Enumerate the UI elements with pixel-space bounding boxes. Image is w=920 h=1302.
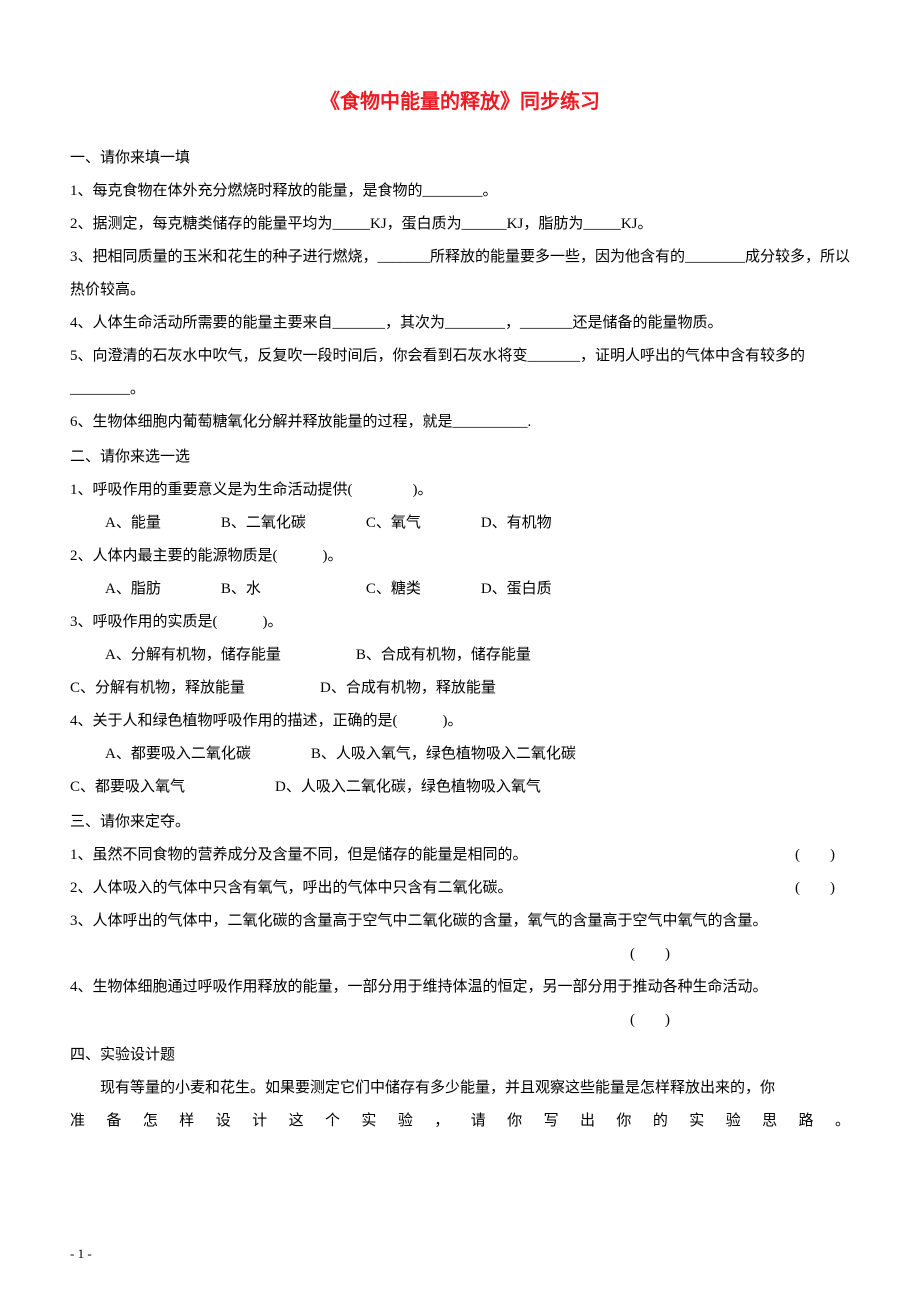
section1-q2: 2、据测定，每克糖类储存的能量平均为_____KJ，蛋白质为______KJ，脂…: [70, 208, 850, 241]
section1-q6: 6、生物体细胞内葡萄糖氧化分解并释放能量的过程，就是__________.: [70, 406, 850, 439]
section2-q4-options-cd: C、都要吸入氧气 D、人吸入二氧化碳，绿色植物吸入氧气: [70, 771, 850, 804]
section3-q4-bracket: ( ): [70, 1004, 850, 1037]
section3-q2-text: 2、人体吸入的气体中只含有氧气，呼出的气体中只含有二氧化碳。: [70, 872, 513, 905]
page-title: 《食物中能量的释放》同步练习: [70, 85, 850, 114]
section3-q2-row: 2、人体吸入的气体中只含有氧气，呼出的气体中只含有二氧化碳。 ( ): [70, 872, 850, 905]
section3-header: 三、请你来定夺。: [70, 806, 850, 839]
section2-q3-options-cd: C、分解有机物，释放能量 D、合成有机物，释放能量: [70, 672, 850, 705]
section3-q4-text: 4、生物体细胞通过呼吸作用释放的能量，一部分用于维持体温的恒定，另一部分用于推动…: [70, 971, 850, 1004]
section1-header: 一、请你来填一填: [70, 142, 850, 175]
section3-q1-text: 1、虽然不同食物的营养成分及含量不同，但是储存的能量是相同的。: [70, 839, 528, 872]
section2-q1: 1、呼吸作用的重要意义是为生命活动提供( )。: [70, 474, 850, 507]
section2-q3-options-ab: A、分解有机物，储存能量 B、合成有机物，储存能量: [70, 639, 850, 672]
section1-q1: 1、每克食物在体外充分燃烧时释放的能量，是食物的________。: [70, 175, 850, 208]
section3-q3-text: 3、人体呼出的气体中，二氧化碳的含量高于空气中二氧化碳的含量，氧气的含量高于空气…: [70, 905, 850, 938]
section3-q2-bracket: ( ): [795, 872, 850, 905]
section2-q3: 3、呼吸作用的实质是( )。: [70, 606, 850, 639]
section2-q4-options-ab: A、都要吸入二氧化碳 B、人吸入氧气，绿色植物吸入二氧化碳: [70, 738, 850, 771]
section1-q4: 4、人体生命活动所需要的能量主要来自_______，其次为________，__…: [70, 307, 850, 340]
section1-q3: 3、把相同质量的玉米和花生的种子进行燃烧，_______所释放的能量要多一些，因…: [70, 241, 850, 307]
section4-header: 四、实验设计题: [70, 1039, 850, 1072]
section3-q1-bracket: ( ): [795, 839, 850, 872]
section4-body1: 现有等量的小麦和花生。如果要测定它们中储存有多少能量，并且观察这些能量是怎样释放…: [70, 1072, 850, 1105]
section2-q1-options: A、能量 B、二氧化碳 C、氧气 D、有机物: [70, 507, 850, 540]
section3-q3-bracket: ( ): [70, 938, 850, 971]
section2-q2: 2、人体内最主要的能源物质是( )。: [70, 540, 850, 573]
section3-q1-row: 1、虽然不同食物的营养成分及含量不同，但是储存的能量是相同的。 ( ): [70, 839, 850, 872]
section1-q5: 5、向澄清的石灰水中吹气，反复吹一段时间后，你会看到石灰水将变_______，证…: [70, 340, 850, 406]
page-number: - 1 -: [70, 1246, 92, 1262]
section2-q2-options: A、脂肪 B、水 C、糖类 D、蛋白质: [70, 573, 850, 606]
section4-body2: 准 备 怎 样 设 计 这 个 实 验 ， 请 你 写 出 你 的 实 验 思 …: [70, 1105, 850, 1138]
section2-q4: 4、关于人和绿色植物呼吸作用的描述，正确的是( )。: [70, 705, 850, 738]
section2-header: 二、请你来选一选: [70, 441, 850, 474]
